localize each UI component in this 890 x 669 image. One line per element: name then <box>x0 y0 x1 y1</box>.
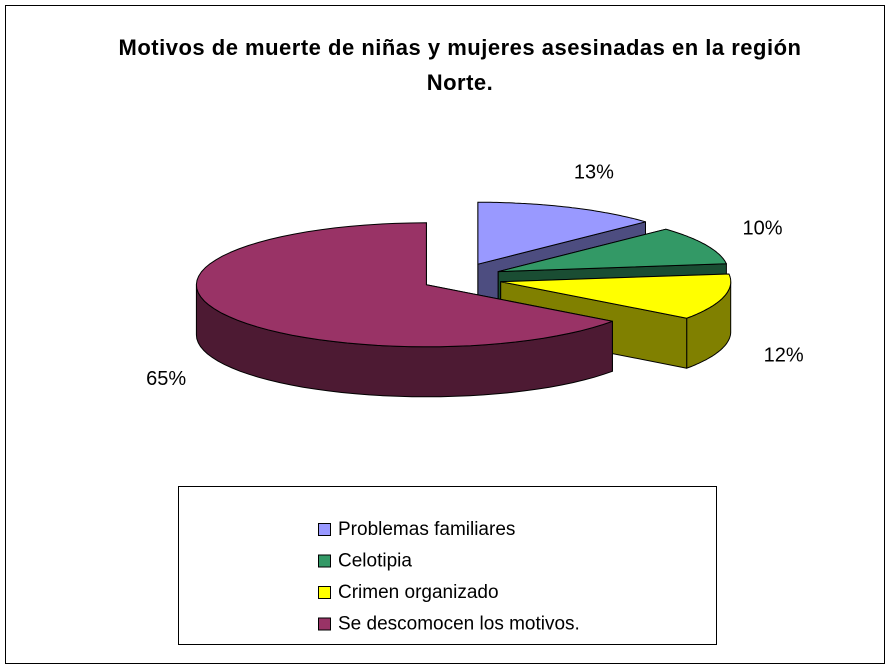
data-label: 10% <box>742 218 782 240</box>
slice-top <box>477 201 646 265</box>
legend-swatch <box>318 523 331 536</box>
legend-label: Celotipia <box>338 551 412 572</box>
slice-top <box>195 222 613 348</box>
slice-top <box>500 273 732 319</box>
data-label: 13% <box>574 161 614 183</box>
legend-box <box>178 486 717 645</box>
chart-title: Motivos de muerte de niñas y mujeres ase… <box>118 35 802 95</box>
data-label: 12% <box>764 345 804 367</box>
legend-label: Problemas familiares <box>338 519 515 540</box>
legend-swatch <box>318 586 331 599</box>
legend-label: Crimen organizado <box>338 582 499 603</box>
legend-swatch <box>318 617 331 631</box>
slice-top <box>497 228 727 273</box>
legend-label: Se descomocen los motivos. <box>338 614 580 635</box>
pie-slice <box>195 222 613 398</box>
pie: 13% 10% 12% 65% <box>146 161 804 398</box>
legend: Problemas familiares Celotipia Crimen orga… <box>318 519 580 635</box>
legend-swatch <box>318 554 331 568</box>
data-label: 65% <box>146 368 186 390</box>
